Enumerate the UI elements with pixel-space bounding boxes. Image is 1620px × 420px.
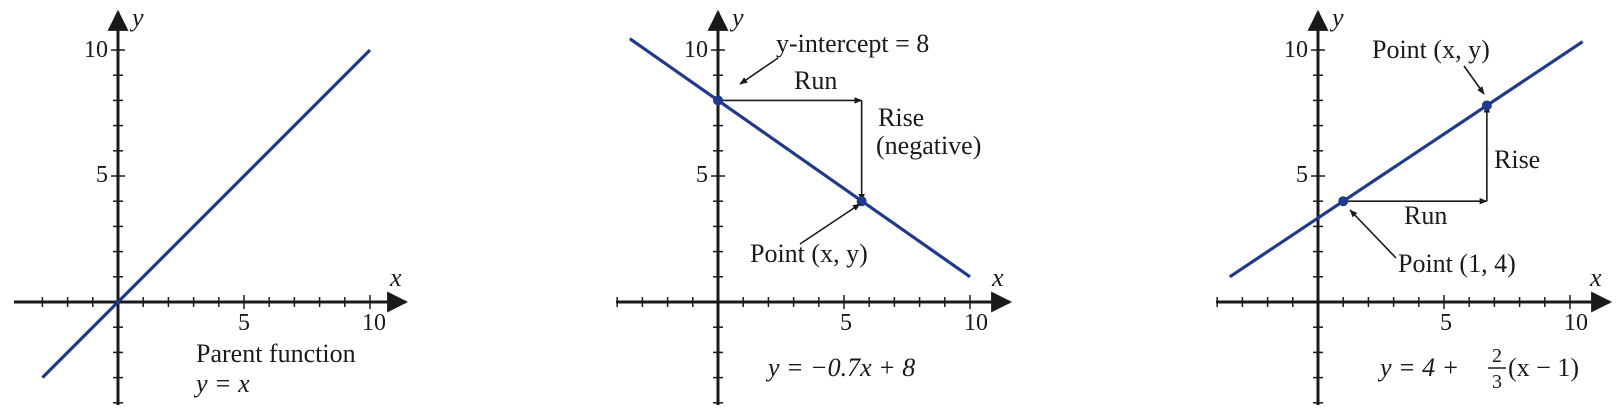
chart-3-equation-right: (x − 1) xyxy=(1508,353,1579,382)
chart-3-equation-denominator: 3 xyxy=(1492,371,1502,393)
chart-3-pointxy-label: Point (x, y) xyxy=(1372,35,1490,64)
chart-3-point-xy xyxy=(1481,100,1492,111)
chart-2-rise-negative-label: (negative) xyxy=(876,131,981,160)
chart-1-axes xyxy=(14,9,409,405)
chart-1-xtick-10: 10 xyxy=(362,310,386,336)
chart-2-point-intercept xyxy=(713,95,723,106)
chart-3-equation-numerator: 2 xyxy=(1492,345,1502,367)
chart-1: x y 5 10 5 10 Parent function y = x xyxy=(14,3,409,405)
chart-1-annotation-title: Parent function xyxy=(196,339,356,368)
chart-3-y-label: y xyxy=(1329,3,1344,32)
chart-2: x y 5 10 5 10 y-intercept = 8 Run Rise (… xyxy=(616,3,1013,405)
chart-3-rise-label: Rise xyxy=(1494,145,1540,174)
chart-1-series-line xyxy=(41,48,372,379)
chart-2-ytick-10: 10 xyxy=(684,37,708,63)
chart-2-run-label: Run xyxy=(794,66,837,95)
chart-3-pointxy-pointer xyxy=(1463,65,1485,95)
chart-2-point-pointer xyxy=(799,203,861,245)
chart-3-point-1-4 xyxy=(1338,196,1349,207)
chart-3-series-line xyxy=(1228,40,1584,279)
chart-2-series-line xyxy=(628,37,971,279)
chart-1-ytick-5: 5 xyxy=(96,162,108,188)
chart-3-point14-pointer xyxy=(1349,209,1397,259)
chart-2-xtick-5: 5 xyxy=(840,310,852,336)
chart-3-xtick-10: 10 xyxy=(1564,310,1588,336)
chart-1-annotation-eq: y = x xyxy=(193,369,250,398)
chart-1-x-label: x xyxy=(389,263,402,292)
chart-2-intercept-pointer xyxy=(739,57,779,85)
chart-3-ytick-5: 5 xyxy=(1296,162,1308,188)
chart-3-ticks xyxy=(1216,49,1571,404)
chart-1-xtick-5: 5 xyxy=(238,310,250,336)
chart-3-run-label: Run xyxy=(1404,201,1447,230)
chart-3-point14-label: Point (1, 4) xyxy=(1398,249,1516,278)
chart-3-xtick-5: 5 xyxy=(1440,310,1452,336)
chart-2-equation: y = −0.7x + 8 xyxy=(765,353,915,382)
chart-3-equation: y = 4 + 2 3 (x − 1) xyxy=(1377,345,1579,393)
chart-1-ytick-10: 10 xyxy=(84,37,108,63)
chart-2-ytick-5: 5 xyxy=(696,162,708,188)
chart-3-equation-left: y = 4 + xyxy=(1377,353,1459,382)
chart-1-ticks xyxy=(41,49,371,404)
chart-2-intercept-label: y-intercept = 8 xyxy=(776,29,929,58)
chart-3-x-label: x xyxy=(1589,263,1602,292)
chart-3: x y 5 10 5 10 Point (x, y) Rise Run Poin… xyxy=(1216,3,1613,405)
chart-2-x-label: x xyxy=(991,263,1004,292)
chart-2-y-label: y xyxy=(729,3,744,32)
chart-2-rise-label: Rise xyxy=(878,103,924,132)
chart-3-ytick-10: 10 xyxy=(1284,37,1308,63)
chart-1-y-label: y xyxy=(129,3,144,32)
chart-2-xtick-10: 10 xyxy=(964,310,988,336)
chart-2-point-label: Point (x, y) xyxy=(750,239,868,268)
